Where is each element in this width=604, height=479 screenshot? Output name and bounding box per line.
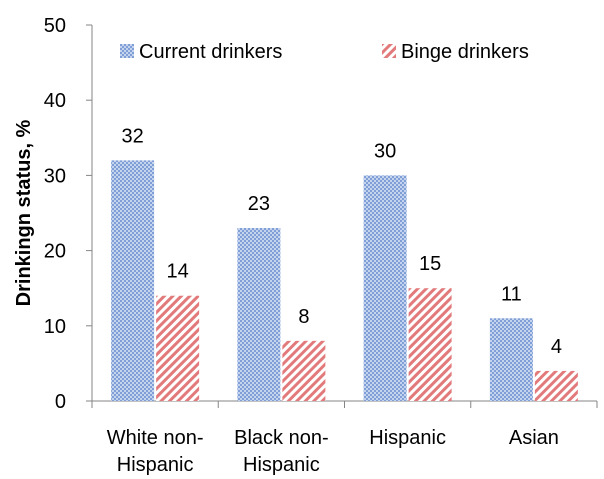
- category-labels-group: White non-Hispanic Black non-Hispanic Hisp…: [107, 427, 559, 476]
- y-tick-label: 50: [44, 15, 66, 37]
- legend-swatch-current-drinkers: [120, 44, 134, 58]
- data-label: 4: [551, 336, 562, 358]
- legend-label-binge-drinkers: Binge drinkers: [401, 41, 529, 63]
- data-label: 8: [298, 306, 309, 328]
- data-label: 14: [167, 261, 189, 283]
- category-label: White non-Hispanic: [107, 427, 204, 476]
- legend: Current drinkers Binge drinkers: [120, 41, 529, 63]
- y-axis-title: Drinkingn status, %: [13, 119, 35, 306]
- y-tick-label: 30: [44, 165, 66, 187]
- data-label: 32: [122, 125, 144, 147]
- bar-current-drinkers: [111, 160, 155, 401]
- bar-current-drinkers: [363, 175, 407, 401]
- bar-binge-drinkers: [282, 340, 326, 401]
- x-axis: [91, 400, 598, 408]
- data-label: 30: [374, 140, 396, 162]
- bars-group: [111, 160, 578, 401]
- category-label: Asian: [509, 427, 559, 449]
- y-tick-label: 40: [44, 90, 66, 112]
- y-axis: 0 10 20 30 40 50: [44, 15, 93, 413]
- data-label: 11: [501, 283, 522, 305]
- y-tick-label: 0: [55, 391, 66, 413]
- data-label: 23: [248, 193, 270, 215]
- legend-label-current-drinkers: Current drinkers: [139, 41, 282, 63]
- bar-current-drinkers: [489, 318, 533, 401]
- category-label: Hispanic: [369, 427, 446, 449]
- bar-binge-drinkers: [156, 295, 200, 401]
- y-axis-title-group: Drinkingn status, %: [13, 119, 35, 306]
- bar-current-drinkers: [237, 228, 281, 401]
- bar-binge-drinkers: [534, 370, 578, 401]
- data-labels-group: 32 14 23 8 30 15 11 4: [122, 125, 562, 358]
- bar-binge-drinkers: [408, 288, 452, 401]
- data-label: 15: [419, 253, 441, 275]
- y-tick-label: 20: [44, 241, 66, 263]
- y-tick-label: 10: [44, 316, 66, 338]
- legend-swatch-binge-drinkers: [382, 44, 396, 58]
- category-label: Black non-Hispanic: [234, 427, 329, 476]
